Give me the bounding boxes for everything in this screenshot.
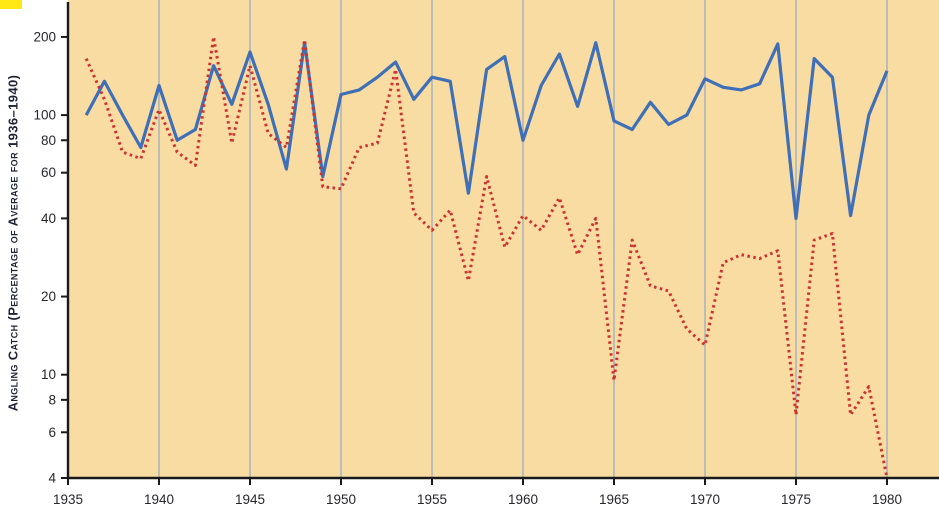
y-tick-label-6: 6: [48, 425, 56, 440]
y-tick-label-10: 10: [41, 367, 56, 382]
x-tick-label-1935: 1935: [53, 492, 83, 507]
y-tick-label-100: 100: [33, 108, 56, 123]
x-tick-label-1980: 1980: [872, 492, 902, 507]
x-tick-label-1945: 1945: [235, 492, 265, 507]
y-tick-label-20: 20: [41, 289, 56, 304]
x-tick-label-1975: 1975: [781, 492, 811, 507]
corner-mark: [0, 0, 22, 9]
x-tick-label-1955: 1955: [417, 492, 447, 507]
x-tick-label-1960: 1960: [508, 492, 538, 507]
x-tick-label-1965: 1965: [599, 492, 629, 507]
y-tick-label-60: 60: [41, 165, 56, 180]
series-line-blue-solid: [84, 41, 889, 220]
y-tick-label-8: 8: [48, 392, 56, 407]
series-line-red-dashed: [84, 35, 889, 479]
y-tick-label-80: 80: [41, 133, 56, 148]
x-tick-label-1950: 1950: [326, 492, 356, 507]
x-tick-label-1970: 1970: [690, 492, 720, 507]
x-tick-label-1940: 1940: [144, 492, 174, 507]
y-axis-label: Angling Catch (Percentage of Average for…: [5, 74, 21, 412]
y-tick-label-40: 40: [41, 211, 56, 226]
y-tick-label-4: 4: [48, 471, 56, 486]
y-tick-label-200: 200: [33, 29, 56, 44]
